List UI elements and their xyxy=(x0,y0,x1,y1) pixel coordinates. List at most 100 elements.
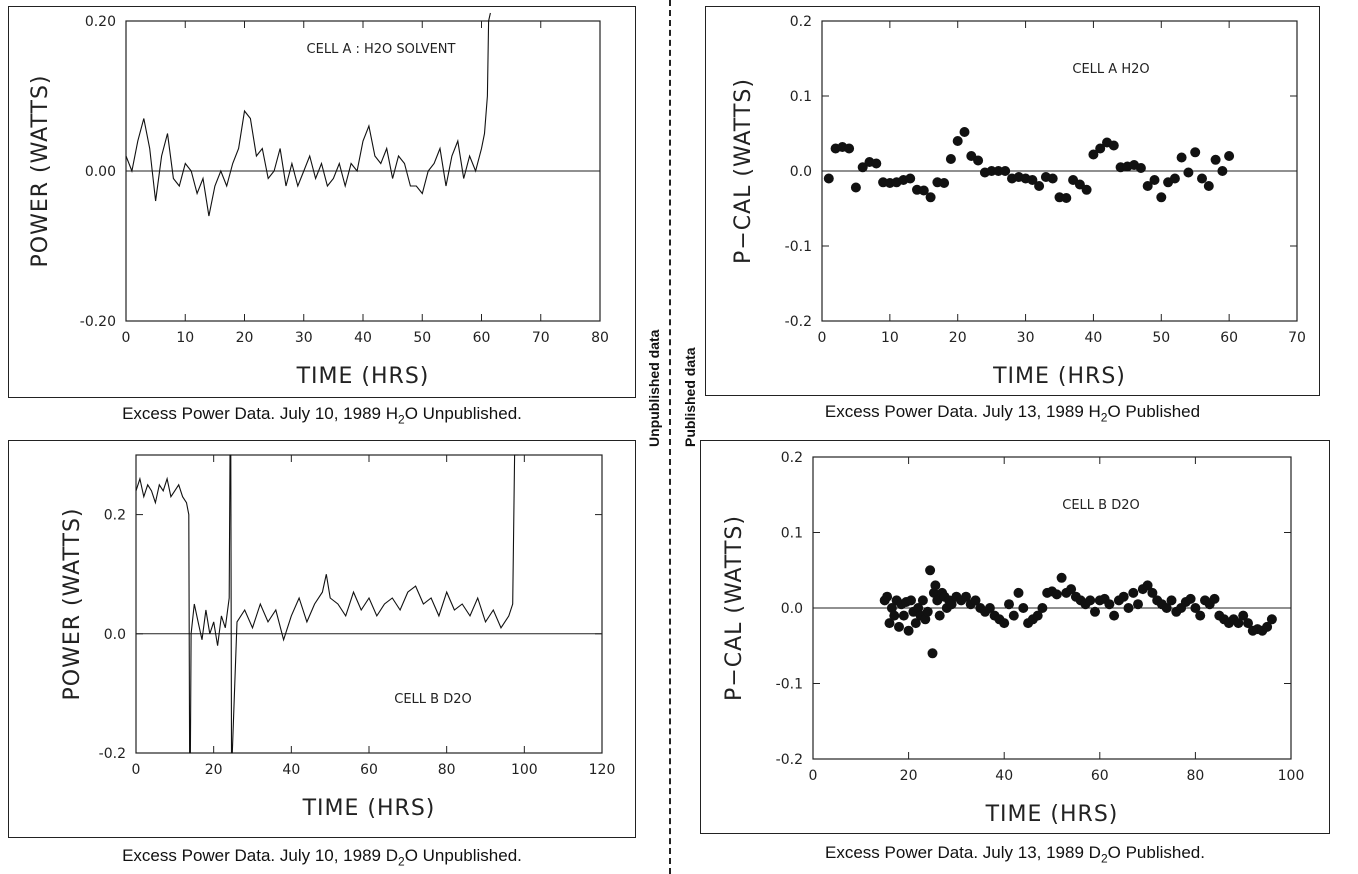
x-tick-label: 30 xyxy=(1017,330,1035,346)
y-tick-label: 0.20 xyxy=(85,14,116,30)
data-point xyxy=(1027,175,1038,185)
x-tick-label: 20 xyxy=(900,768,918,784)
data-point xyxy=(961,591,971,602)
data-point xyxy=(984,603,995,613)
data-point xyxy=(1123,603,1134,613)
data-point xyxy=(1013,587,1024,598)
y-axis-label: POWER (WATTS) xyxy=(28,74,53,267)
x-tick-label: 40 xyxy=(354,330,372,346)
x-tick-label: 0 xyxy=(132,762,141,778)
x-tick-label: 70 xyxy=(1288,330,1306,346)
data-point xyxy=(1169,173,1180,184)
data-point xyxy=(889,610,900,621)
data-point xyxy=(1128,587,1139,598)
data-point xyxy=(1051,589,1062,600)
data-point xyxy=(1004,599,1014,610)
x-tick-label: 20 xyxy=(236,330,254,346)
data-point xyxy=(886,603,897,613)
data-point xyxy=(1190,147,1201,158)
y-tick-label: -0.1 xyxy=(776,677,803,693)
data-point xyxy=(1034,181,1045,191)
caption-d2o-unpublished: Excess Power Data. July 10, 1989 D2O Unp… xyxy=(122,846,522,869)
x-tick-label: 0 xyxy=(818,330,827,346)
data-point xyxy=(894,621,904,632)
data-point xyxy=(925,192,936,203)
data-point xyxy=(952,136,963,146)
x-tick-label: 20 xyxy=(205,762,223,778)
data-point xyxy=(884,618,895,629)
caption-h2o-unpublished: Excess Power Data. July 10, 1989 H2O Unp… xyxy=(122,404,522,427)
data-point xyxy=(1185,593,1196,604)
data-point xyxy=(1262,621,1273,632)
x-tick-label: 60 xyxy=(1220,330,1238,346)
data-point xyxy=(920,614,931,625)
data-point xyxy=(1095,143,1106,154)
data-point xyxy=(1209,593,1220,604)
data-point xyxy=(1037,603,1048,613)
x-tick-label: 40 xyxy=(1085,330,1103,346)
y-tick-label: 0.1 xyxy=(790,89,812,105)
x-axis-label: TIME (HRS) xyxy=(296,364,430,389)
plot-label: CELL B D2O xyxy=(394,692,471,707)
x-axis-label: TIME (HRS) xyxy=(992,364,1126,389)
x-tick-label: 50 xyxy=(1152,330,1170,346)
data-point xyxy=(857,162,868,173)
data-point xyxy=(1166,595,1177,606)
data-point xyxy=(1147,587,1158,598)
data-point xyxy=(1000,166,1011,176)
y-tick-label: 0.2 xyxy=(781,450,803,466)
x-tick-label: 70 xyxy=(532,330,550,346)
y-tick-label: -0.20 xyxy=(80,314,116,330)
data-point xyxy=(1108,140,1119,151)
x-tick-label: 80 xyxy=(438,762,456,778)
x-tick-label: 100 xyxy=(511,762,538,778)
plot-label: CELL A H2O xyxy=(1072,62,1149,77)
data-point xyxy=(1176,152,1187,163)
data-point xyxy=(934,610,945,621)
data-point xyxy=(939,178,950,188)
x-tick-label: 100 xyxy=(1278,768,1305,784)
data-point xyxy=(823,173,834,184)
data-point xyxy=(903,625,914,636)
data-point xyxy=(1090,606,1100,617)
x-tick-label: 10 xyxy=(881,330,899,346)
data-point xyxy=(928,587,939,598)
chart-h2o-published: 0 10 20 30 40 50 60 70 0.2 0.1 0.0 -0.1 -0.2 CELL A H… xyxy=(731,14,1306,389)
data-point xyxy=(1210,154,1221,165)
data-point xyxy=(922,606,933,617)
plot-frame xyxy=(135,454,603,754)
data-series-line xyxy=(125,12,491,217)
y-tick-label: 0.0 xyxy=(781,601,803,617)
data-point xyxy=(945,154,956,164)
data-point xyxy=(1088,149,1099,160)
y-tick-label: 0.1 xyxy=(781,526,803,542)
x-tick-label: 50 xyxy=(413,330,431,346)
y-tick-label: 0.2 xyxy=(790,14,812,30)
data-point xyxy=(1183,167,1194,178)
section-divider xyxy=(669,0,671,874)
data-point xyxy=(1032,610,1043,621)
x-tick-label: 60 xyxy=(1091,768,1109,784)
data-point xyxy=(1104,599,1115,610)
data-point xyxy=(927,648,938,659)
data-point xyxy=(917,595,928,606)
data-point xyxy=(913,603,924,613)
y-tick-label: -0.2 xyxy=(785,314,812,330)
data-series-line xyxy=(135,454,519,754)
x-axis-label: TIME (HRS) xyxy=(302,796,436,821)
y-tick-label: -0.2 xyxy=(776,752,803,768)
data-point xyxy=(946,599,957,610)
data-point xyxy=(999,618,1010,629)
x-tick-label: 20 xyxy=(949,330,967,346)
data-point xyxy=(906,595,916,606)
chart-d2o-published: 0 20 40 60 80 100 0.2 0.1 0.0 -0.1 -0.2 CELL B D2O T… xyxy=(722,450,1305,827)
data-point xyxy=(905,173,916,184)
x-tick-label: 40 xyxy=(995,768,1013,784)
y-tick-label: 0.0 xyxy=(104,627,126,643)
data-point xyxy=(1133,599,1143,610)
data-point xyxy=(1061,193,1072,203)
caption-d2o-published: Excess Power Data. July 13, 1989 D2O Pub… xyxy=(825,843,1205,866)
data-point xyxy=(910,618,921,629)
chart-h2o-unpublished: 0 10 20 30 40 50 60 70 80 -0.20 0.00 0.20 CELL A : H… xyxy=(28,12,609,389)
data-point xyxy=(1195,610,1206,621)
